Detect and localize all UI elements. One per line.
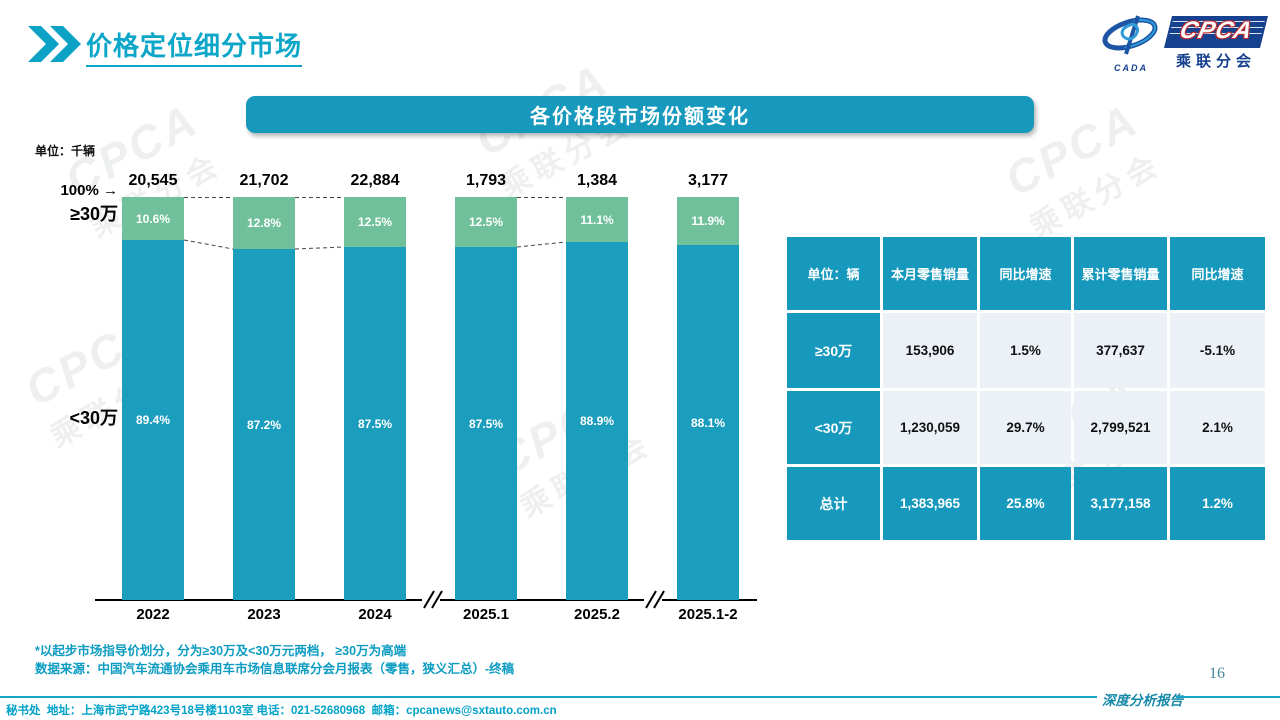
bar-segment-lt30: 87.5% [344,247,406,600]
bar-segment-ge30: 12.8% [233,197,295,249]
table-cell-r2c2: 3,177,158 [1074,467,1167,540]
arrow-right-icon: → [103,182,118,199]
table-col-header-3: 同比增速 [1170,237,1265,310]
bar-segment-ge30: 12.5% [344,197,406,247]
footer-report-label: 深度分析报告 [1102,693,1183,708]
axis-label-100pct: 100% → [60,182,118,199]
header: 价格定位细分市场 [28,26,303,67]
stacked-bar: 11.9% 88.1% [677,197,739,600]
double-chevron-icon [28,26,82,67]
bar-segment-ge30-label: 12.5% [468,215,504,229]
bar-segment-ge30-label: 10.6% [135,211,171,226]
table-cell-r0c0: 153,906 [883,313,977,388]
table-cell-r1c1: 29.7% [980,391,1071,464]
bar-total-label: 1,384 [576,172,618,189]
cada-swoosh-icon: CADA [1100,14,1162,73]
table-row-label-0: ≥30万 [787,313,880,388]
bar-segment-lt30: 88.1% [677,245,739,600]
table-cell-r0c3: -5.1% [1170,313,1265,388]
bar-total-label: 20,545 [128,172,178,189]
x-axis-tick-label: 2022 [136,606,170,623]
table-cell-r2c1: 25.8% [980,467,1071,540]
page-title: 价格定位细分市场 [86,26,303,67]
x-axis-tick-label: 2023 [247,606,281,623]
bar-segment-lt30-label: 88.1% [690,415,726,430]
stacked-bar: 12.8% 87.2% [233,197,295,600]
bar-segment-lt30-label: 87.2% [246,417,282,432]
stacked-bar: 12.5% 87.5% [455,197,517,600]
bar-segment-ge30-label: 11.9% [691,214,725,228]
footnotes: *以起步市场指导价划分，分为≥30万及<30万元两档， ≥30万为高端 数据来源… [35,642,514,678]
cada-wordmark: CADA [1113,63,1148,73]
page-number: 16 [1209,665,1225,682]
table-cell-r1c3: 2.1% [1170,391,1265,464]
series-label-lt30: <30万 [69,408,118,428]
cpca-wordmark-box: CPCA [1163,16,1268,48]
bar-segment-lt30: 87.5% [455,247,517,600]
table-cell-r2c3: 1.2% [1170,467,1265,540]
footer-divider-line [0,696,1097,698]
table-cell-r1c2: 2,799,521 [1074,391,1167,464]
bar-segment-lt30: 87.2% [233,249,295,600]
x-axis-tick-label: 2025.1-2 [678,606,738,623]
stacked-bar: 11.1% 88.9% [566,197,628,600]
x-axis-tick-label: 2025.1 [463,606,509,623]
bar-total-label: 21,702 [239,172,289,189]
table-cell-r0c2: 377,637 [1074,313,1167,388]
table-col-header-0: 本月零售销量 [883,237,977,310]
bar-total-label: 3,177 [687,172,729,189]
footer-divider-line-right [1176,696,1280,698]
bar-segment-lt30-label: 87.5% [357,416,393,431]
bar-segment-lt30: 88.9% [566,242,628,600]
bar-segment-ge30: 10.6% [122,197,184,240]
footer-contact-info: 秘书处 地址：上海市武宁路423号18号楼1103室 电话：021-526809… [6,705,557,717]
table-row-label-2: 总计 [787,467,880,540]
footnote-line1: *以起步市场指导价划分，分为≥30万及<30万元两档， ≥30万为高端 [35,644,407,658]
footnote-line2: 数据来源：中国汽车流通协会乘用车市场信息联席分会月报表（零售，狭义汇总）-终稿 [35,662,515,676]
stacked-bar: 10.6% 89.4% [122,197,184,600]
table-col-header-2: 累计零售销量 [1074,237,1167,310]
table-col-header-1: 同比增速 [980,237,1071,310]
bar-segment-ge30-label: 12.5% [357,215,393,229]
bar-segment-lt30: 89.4% [122,240,184,600]
bar-segment-ge30: 12.5% [455,197,517,247]
series-label-ge30: ≥30万 [70,204,118,224]
price-segment-table: 单位：辆 本月零售销量 同比增速 累计零售销量 同比增速 ≥30万 153,906 1.5% 3… [787,237,1265,540]
chart-title-chip: 各价格段市场份额变化 [246,96,1034,133]
x-axis-tick-label: 2025.2 [574,606,620,623]
stacked-bar: 12.5% 87.5% [344,197,406,600]
table-cell-r1c0: 1,230,059 [883,391,977,464]
x-axis-tick-label: 2024 [358,606,392,623]
bar-segment-lt30-label: 89.4% [135,413,171,427]
bar-total-label: 22,884 [350,172,400,189]
bar-segment-ge30-label: 11.1% [580,212,614,227]
table-unit-header: 单位：辆 [787,237,880,310]
table-row-label-1: <30万 [787,391,880,464]
bar-segment-lt30-label: 87.5% [468,416,504,431]
chart-unit-label: 单位：千辆 [35,144,96,158]
table-cell-r2c0: 1,383,965 [883,467,977,540]
bar-segment-ge30: 11.9% [677,197,739,245]
bar-segment-ge30: 11.1% [566,197,628,242]
table-cell-r0c1: 1.5% [980,313,1071,388]
bar-segment-ge30-label: 12.8% [246,216,282,230]
cpca-subtitle: 乘联分会 [1175,53,1256,70]
bar-segment-lt30-label: 88.9% [579,414,615,428]
cpca-logo: CADA CPCA 乘联分会 [1100,14,1268,73]
bar-total-label: 1,793 [465,172,507,189]
cpca-wordmark: CPCA [1176,17,1256,44]
